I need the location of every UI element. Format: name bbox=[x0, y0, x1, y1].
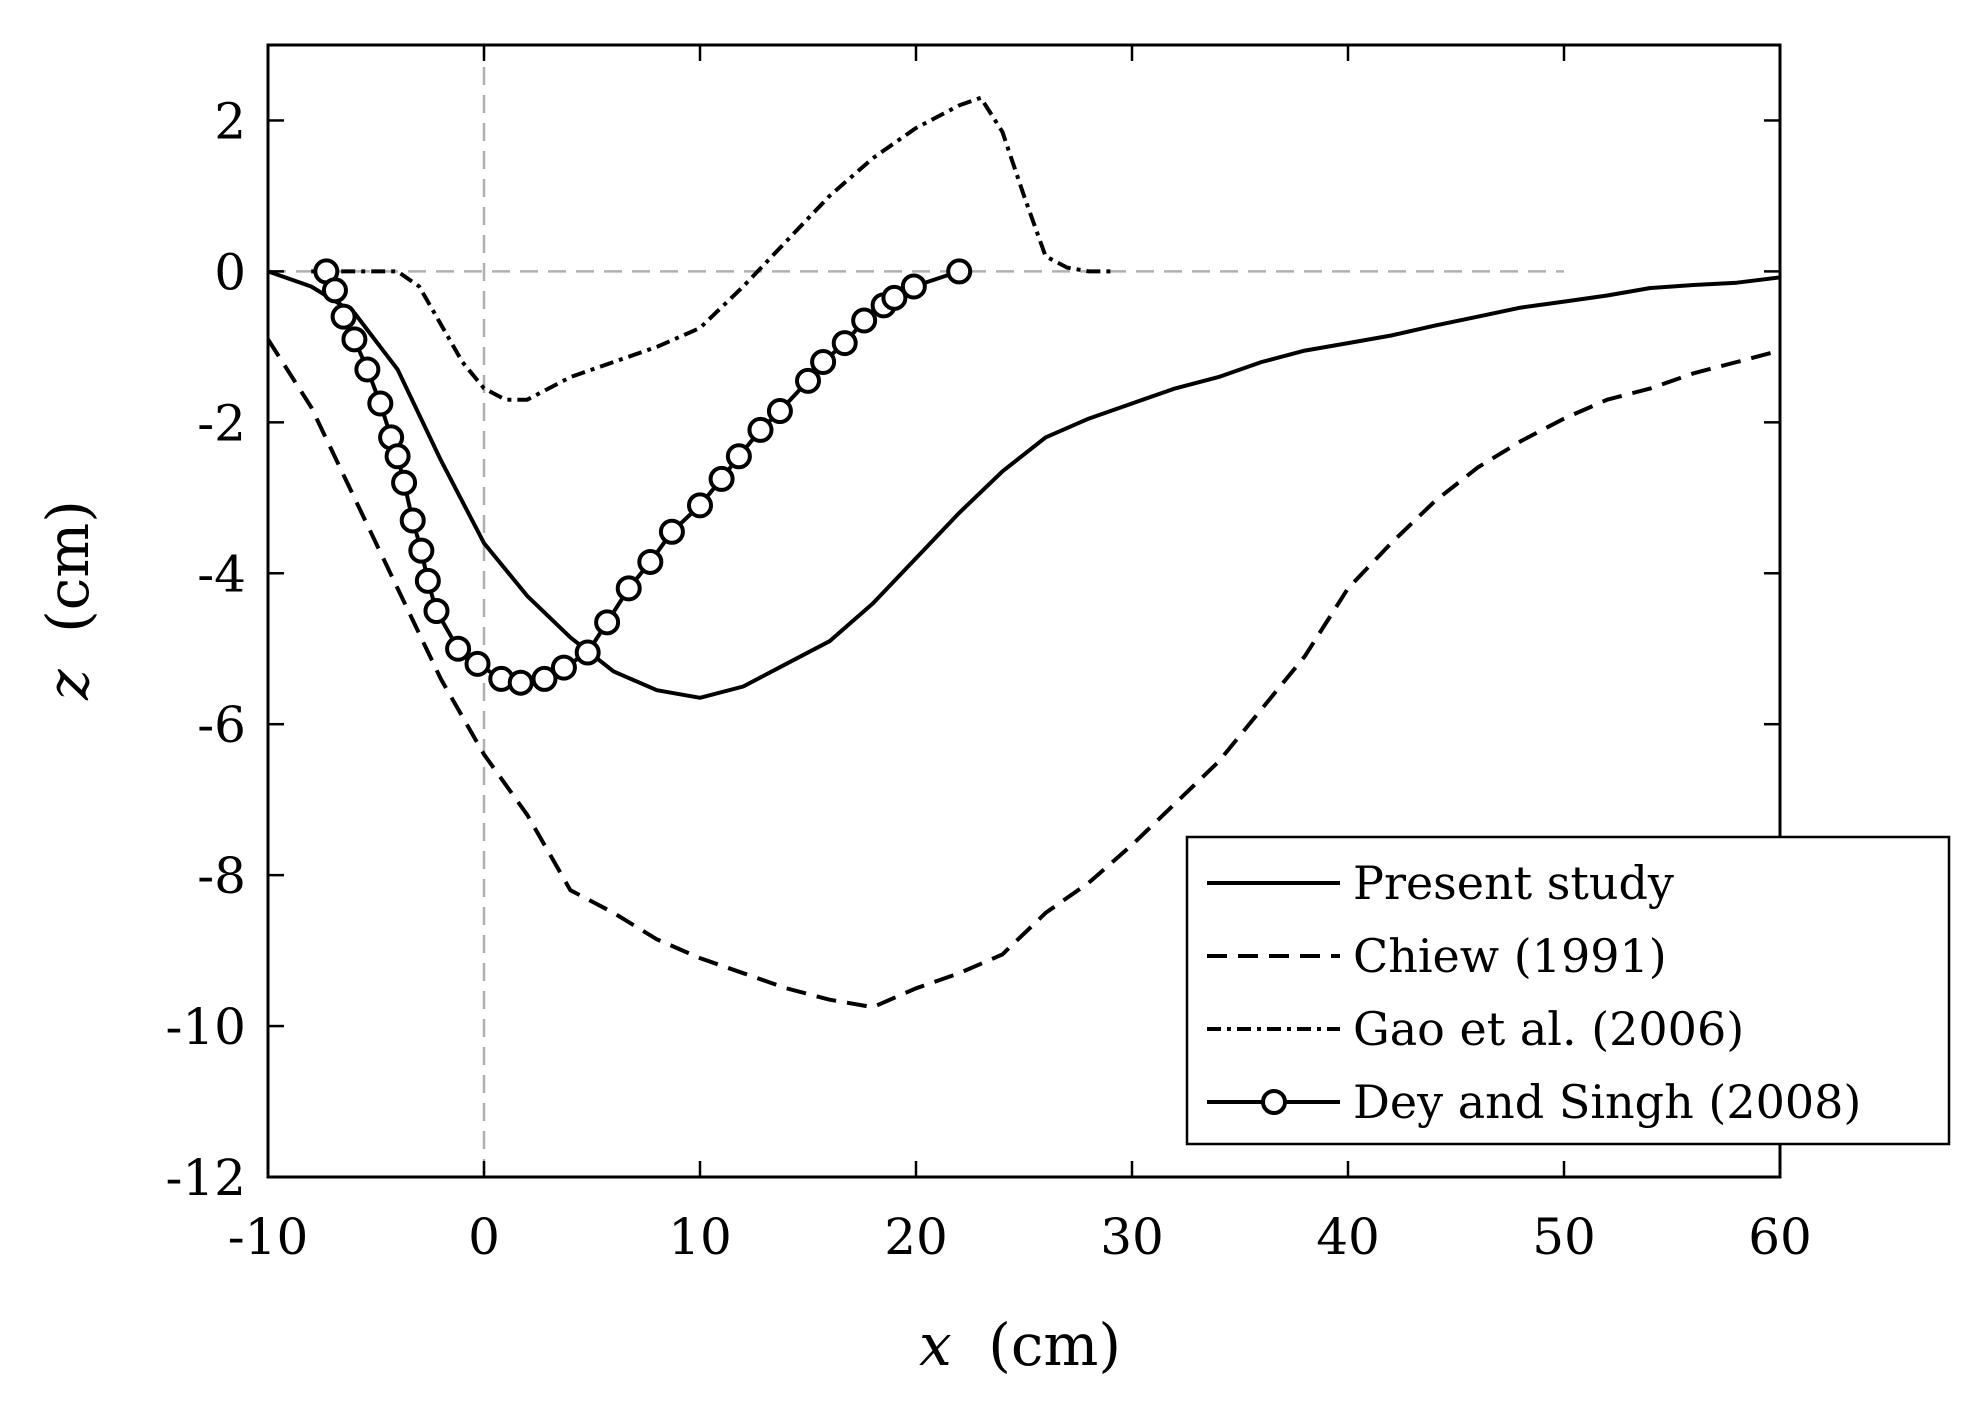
y-axis-variable: z bbox=[34, 669, 102, 701]
x-tick-label: 50 bbox=[1532, 1208, 1596, 1266]
data-point-dey-and-singh-2008 bbox=[637, 548, 664, 575]
data-point-dey-and-singh-2008 bbox=[408, 537, 435, 564]
data-point-dey-and-singh-2008 bbox=[795, 367, 821, 394]
data-point-dey-and-singh-2008 bbox=[367, 390, 394, 417]
x-axis-variable: x bbox=[919, 1311, 952, 1379]
plot-frame bbox=[266, 43, 1782, 1179]
x-axis-unit: (cm) bbox=[988, 1311, 1121, 1379]
reference-lines bbox=[268, 45, 1564, 1177]
data-point-dey-and-singh-2008 bbox=[354, 356, 381, 383]
y-axis-unit: (cm) bbox=[34, 500, 102, 633]
data-point-dey-and-singh-2008 bbox=[946, 258, 973, 285]
x-tick-label: 20 bbox=[884, 1208, 948, 1266]
y-tick-label: -6 bbox=[197, 696, 246, 754]
data-point-dey-and-singh-2008 bbox=[330, 303, 357, 330]
legend-box bbox=[1185, 835, 1951, 1146]
data-point-dey-and-singh-2008 bbox=[574, 639, 601, 666]
x-tick-label: 30 bbox=[1100, 1208, 1164, 1266]
data-point-dey-and-singh-2008 bbox=[708, 465, 735, 492]
data-point-dey-and-singh-2008 bbox=[341, 326, 368, 353]
x-axis-title: x (cm) bbox=[919, 1311, 1121, 1379]
data-point-dey-and-singh-2008 bbox=[445, 635, 472, 662]
y-axis-title: z (cm) bbox=[34, 500, 102, 701]
series-line-present-study bbox=[267, 269, 1781, 700]
y-tick-label: -4 bbox=[197, 545, 246, 603]
x-tick-label: 40 bbox=[1316, 1208, 1380, 1266]
series-line-gao-et-al-2006 bbox=[311, 95, 1111, 402]
data-point-dey-and-singh-2008 bbox=[550, 654, 577, 681]
legend-label-chiew-1991: Chiew (1991) bbox=[1353, 929, 1667, 983]
y-tick-label: 0 bbox=[214, 243, 246, 301]
data-point-dey-and-singh-2008 bbox=[321, 277, 348, 304]
data-point-dey-and-singh-2008 bbox=[747, 416, 774, 443]
legend-label-dey-singh-2008: Dey and Singh (2008) bbox=[1353, 1075, 1861, 1129]
data-point-dey-and-singh-2008 bbox=[507, 669, 534, 696]
series-line-chiew-1991 bbox=[266, 338, 1781, 1010]
data-point-dey-and-singh-2008 bbox=[881, 284, 908, 311]
legend-label-gao-2006: Gao et al. (2006) bbox=[1353, 1002, 1744, 1056]
data-point-dey-and-singh-2008 bbox=[766, 398, 793, 425]
data-point-dey-and-singh-2008 bbox=[810, 348, 837, 375]
x-tick-label: 0 bbox=[468, 1208, 500, 1266]
data-point-dey-and-singh-2008 bbox=[900, 273, 927, 300]
legend-marker-dey-singh-2008 bbox=[1261, 1089, 1287, 1115]
data-point-dey-and-singh-2008 bbox=[658, 518, 685, 545]
x-tick-label: 10 bbox=[668, 1208, 732, 1266]
data-point-dey-and-singh-2008 bbox=[399, 507, 426, 534]
series-layer bbox=[266, 95, 1781, 1010]
data-point-dey-and-singh-2008 bbox=[414, 567, 441, 594]
axis-ticks: -10 0 10 20 30 40 50 60-12-10-8-6-4-202 bbox=[165, 45, 1812, 1266]
legend-label-present-study: Present study bbox=[1353, 856, 1674, 910]
y-tick-label: -10 bbox=[165, 998, 246, 1056]
x-tick-label: 60 bbox=[1748, 1208, 1812, 1266]
data-point-dey-and-singh-2008 bbox=[531, 665, 558, 692]
data-point-dey-and-singh-2008 bbox=[831, 330, 858, 357]
data-point-dey-and-singh-2008 bbox=[615, 575, 642, 602]
data-point-dey-and-singh-2008 bbox=[851, 307, 878, 334]
y-tick-label: -8 bbox=[197, 847, 246, 905]
data-point-dey-and-singh-2008 bbox=[594, 609, 621, 636]
y-tick-label: 2 bbox=[214, 92, 246, 150]
data-point-dey-and-singh-2008 bbox=[391, 469, 418, 496]
data-point-dey-and-singh-2008 bbox=[423, 598, 450, 624]
data-point-dey-and-singh-2008 bbox=[687, 492, 713, 519]
data-point-dey-and-singh-2008 bbox=[464, 650, 491, 677]
data-point-dey-and-singh-2008 bbox=[384, 443, 411, 470]
legend: Present study Chiew (1991) Gao et al. (2… bbox=[1185, 835, 1951, 1146]
y-tick-label: -12 bbox=[165, 1149, 246, 1207]
data-point-dey-and-singh-2008 bbox=[725, 443, 752, 470]
x-tick-label: -10 bbox=[228, 1208, 309, 1266]
y-tick-label: -2 bbox=[197, 394, 246, 452]
